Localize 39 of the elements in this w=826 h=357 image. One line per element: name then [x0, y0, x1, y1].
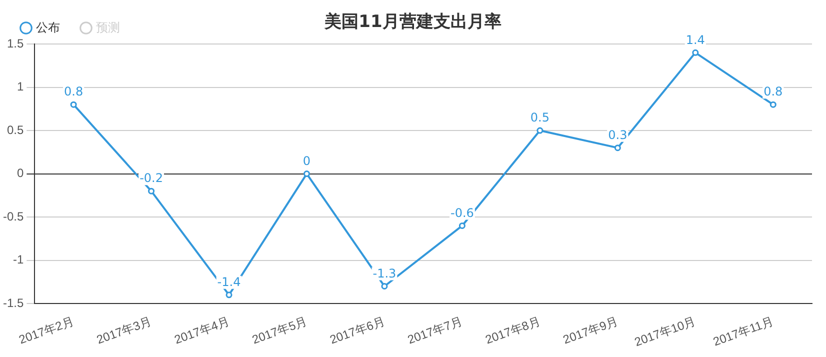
data-label: 1.4 — [686, 32, 705, 47]
y-tick-label: 1.5 — [6, 36, 24, 50]
x-tick-label: 2017年9月 — [561, 314, 620, 347]
data-label: -0.6 — [450, 206, 474, 220]
x-tick-label: 2017年2月 — [17, 314, 76, 347]
x-tick-label: 2017年4月 — [172, 314, 232, 347]
x-tick-label: 2017年5月 — [250, 314, 309, 347]
y-tick-label: 1 — [16, 80, 24, 94]
y-tick-label: 0 — [16, 166, 24, 180]
data-label: 0.5 — [530, 110, 550, 125]
data-label: -1.3 — [372, 266, 396, 280]
point — [458, 222, 466, 229]
point — [226, 292, 232, 298]
point — [614, 144, 621, 152]
x-tick-label: 2017年7月 — [406, 314, 464, 347]
data-label: 0.8 — [764, 84, 783, 99]
data-label: 0 — [302, 154, 311, 168]
data-label: 0.8 — [64, 84, 84, 99]
legend-label: 公布 — [36, 20, 60, 34]
x-tick-label: 2017年8月 — [483, 314, 542, 347]
x-tick-label: 2017年3月 — [94, 314, 154, 347]
point — [303, 170, 310, 178]
y-tick-label: -1 — [13, 252, 24, 267]
point — [381, 283, 388, 290]
data-label: -0.2 — [140, 171, 163, 186]
point — [70, 101, 77, 108]
point — [770, 101, 776, 108]
x-tick-label: 2017年6月 — [328, 314, 387, 347]
y-tick-label: -0.5 — [2, 209, 24, 224]
x-tick-label: 2017年10月 — [632, 314, 698, 350]
data-label: -1.4 — [217, 275, 241, 290]
chart-title: 美国11月营建支出月率 — [324, 12, 502, 32]
data-label: 0.3 — [608, 128, 628, 142]
point — [148, 188, 155, 194]
point — [536, 127, 544, 134]
point — [692, 49, 699, 56]
y-tick-label: -1.5 — [2, 296, 24, 310]
x-tick-label: 2017年11月 — [711, 314, 776, 349]
y-tick-label: 0.5 — [6, 122, 24, 137]
